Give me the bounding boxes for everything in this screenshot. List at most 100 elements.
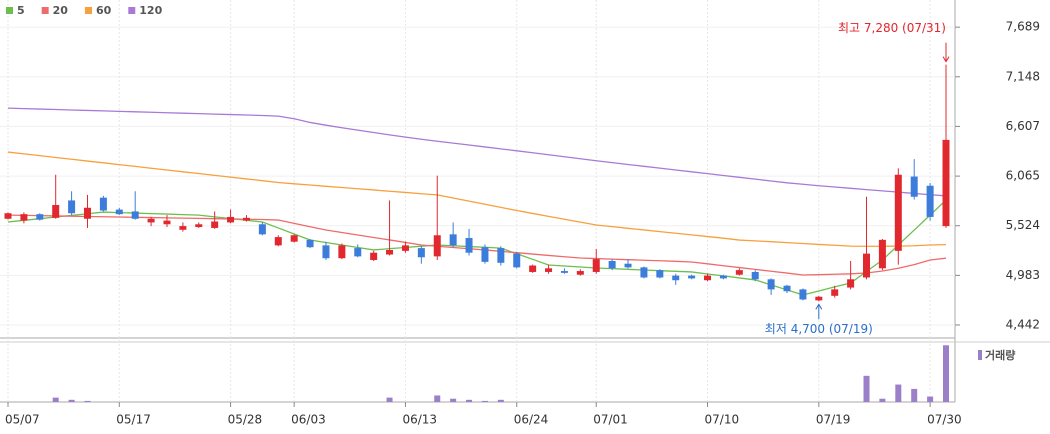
- candle-body: [242, 217, 250, 221]
- volume-bar: [911, 388, 918, 402]
- volume-bar: [84, 400, 91, 402]
- candle-body: [52, 205, 60, 218]
- candle-body: [274, 237, 282, 246]
- candle-body: [719, 275, 727, 279]
- ma-line: [7, 199, 947, 296]
- y-tick-label: 6,065: [1006, 169, 1040, 183]
- candle-body: [704, 275, 712, 281]
- ma-line: [7, 151, 947, 247]
- y-tick-label: 4,442: [1006, 317, 1040, 331]
- candle-body: [322, 245, 330, 259]
- candle-body: [656, 270, 664, 278]
- candle-body: [338, 245, 346, 259]
- candle-body: [735, 270, 743, 275]
- annotation: 최저 4,700 (07/19): [765, 322, 873, 336]
- annotation: 최고 7,280 (07/31): [838, 21, 946, 35]
- candle-body: [513, 253, 521, 268]
- candle-body: [545, 268, 553, 272]
- candle-body: [401, 245, 409, 251]
- candle-body: [672, 275, 680, 281]
- candle-body: [147, 218, 155, 223]
- volume-bar: [497, 399, 504, 402]
- candle-body: [433, 235, 441, 257]
- volume-bar: [895, 384, 902, 402]
- candle-body: [608, 260, 616, 269]
- candle-body: [799, 289, 807, 300]
- x-tick-label: 05/17: [116, 413, 151, 427]
- candle-body: [131, 211, 139, 219]
- x-tick-label: 05/28: [228, 413, 263, 427]
- x-tick-label: 07/01: [593, 413, 628, 427]
- volume-bar: [450, 398, 457, 402]
- volume-bar: [481, 400, 488, 402]
- y-tick-label: 5,524: [1006, 218, 1040, 232]
- legend-swatch: [41, 7, 49, 14]
- candle-body: [624, 263, 632, 268]
- candle-body: [290, 235, 298, 242]
- candle-body: [926, 185, 934, 217]
- legend-swatch: [84, 7, 92, 14]
- x-tick-label: 07/10: [705, 413, 740, 427]
- candle-body: [878, 239, 886, 269]
- y-tick-label: 6,607: [1006, 119, 1040, 133]
- volume-bar: [943, 345, 949, 402]
- x-tick-label: 07/19: [816, 413, 851, 427]
- candle-body: [783, 285, 791, 292]
- volume-bar: [52, 397, 59, 402]
- candle-body: [863, 253, 871, 278]
- candle-body: [36, 214, 44, 220]
- volume-bar: [927, 396, 934, 402]
- candle-body: [560, 271, 568, 273]
- volume-legend-swatch: [978, 350, 982, 360]
- legend-label: 60: [96, 4, 112, 17]
- candle-body: [417, 248, 425, 258]
- candle-body: [195, 224, 203, 228]
- x-tick-label: 06/13: [402, 413, 437, 427]
- candle-body: [179, 226, 187, 230]
- legend-label: 20: [53, 4, 69, 17]
- candle-body: [894, 174, 902, 251]
- candle-body: [465, 238, 473, 253]
- candle-body: [847, 279, 855, 288]
- candle-body: [83, 207, 91, 219]
- candle-body: [99, 197, 107, 211]
- legend-label: 5: [17, 4, 25, 17]
- volume-bar: [434, 395, 441, 402]
- candle-body: [529, 265, 537, 272]
- candle-body: [370, 252, 378, 261]
- volume-bar: [879, 398, 886, 402]
- volume-bar: [466, 399, 473, 402]
- volume-legend: 거래량: [985, 348, 1015, 362]
- legend-label: 120: [139, 4, 162, 17]
- candle-body: [831, 289, 839, 296]
- candle-body: [481, 247, 489, 262]
- candle-body: [386, 249, 394, 255]
- annotation-arrowhead: [942, 56, 950, 63]
- ma-line: [7, 214, 947, 276]
- candle-body: [497, 248, 505, 263]
- candle-body: [258, 224, 266, 235]
- candle-body: [576, 271, 584, 275]
- candle-body: [115, 209, 123, 215]
- legend-swatch: [6, 7, 13, 14]
- candle-body: [354, 248, 362, 257]
- candle-body: [592, 259, 600, 272]
- candle-body: [306, 239, 314, 248]
- legend-swatch: [128, 7, 136, 14]
- x-tick-label: 07/30: [927, 413, 962, 427]
- candle-body: [815, 296, 823, 301]
- volume-bar: [386, 397, 393, 402]
- ma-line: [7, 107, 947, 197]
- x-tick-label: 06/24: [514, 413, 549, 427]
- annotation-arrowhead: [815, 303, 823, 310]
- candle-body: [751, 271, 759, 280]
- candle-body: [640, 267, 648, 278]
- volume-bar: [863, 375, 870, 402]
- candle-body: [211, 221, 219, 228]
- candle-body: [4, 213, 12, 219]
- candle-body: [688, 275, 696, 279]
- x-tick-label: 05/07: [5, 413, 40, 427]
- candle-body: [163, 220, 171, 225]
- x-tick-label: 06/03: [291, 413, 326, 427]
